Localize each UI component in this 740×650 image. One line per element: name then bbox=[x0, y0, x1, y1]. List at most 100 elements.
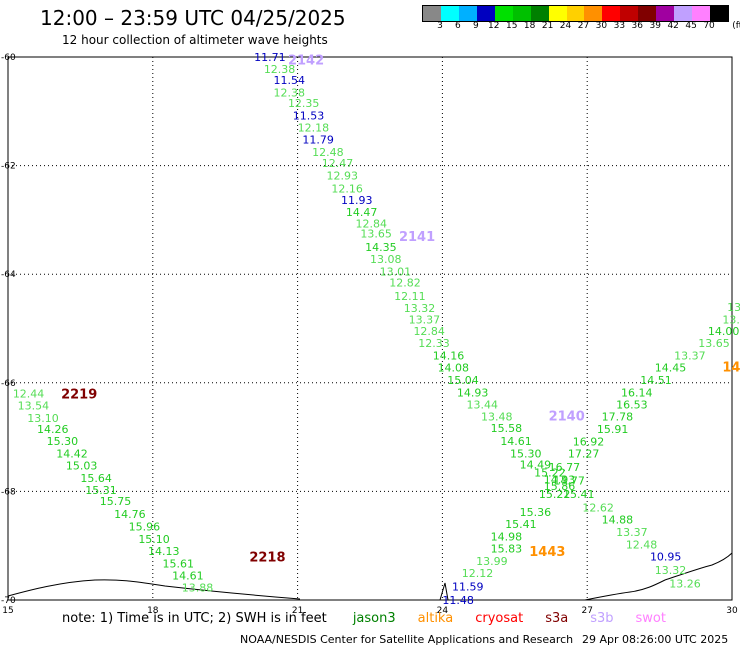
legend-swatch bbox=[494, 6, 513, 21]
source-s3a: s3a bbox=[545, 611, 569, 626]
legend-swatch bbox=[584, 6, 603, 21]
legend-swatch bbox=[458, 6, 477, 21]
swh-value: 12.48 bbox=[626, 539, 658, 552]
swh-value: 14.61 bbox=[172, 570, 204, 583]
coastline-inlet bbox=[439, 582, 449, 601]
swh-value: 14.51 bbox=[640, 374, 672, 387]
swh-value: 14.93 bbox=[544, 473, 576, 486]
swh-value: 14.42 bbox=[56, 447, 87, 460]
legend-swatch bbox=[638, 6, 657, 21]
swh-value: 15.22 bbox=[534, 466, 566, 479]
swh-value: 12.93 bbox=[327, 169, 359, 182]
x-tick-label: 27 bbox=[581, 606, 592, 616]
swh-value: 11.54 bbox=[273, 74, 305, 87]
swh-value: 15.64 bbox=[80, 472, 112, 485]
legend-tick-label: 27 bbox=[577, 21, 590, 31]
swh-value: 15.75 bbox=[100, 495, 132, 508]
swh-value: 11.53 bbox=[293, 110, 325, 123]
swh-value: 15.91 bbox=[597, 423, 629, 436]
swh-value: 14.08 bbox=[438, 362, 470, 375]
swh-value: 13.01 bbox=[380, 265, 412, 278]
legend-tick-label: 18 bbox=[523, 21, 536, 31]
swh-value: 16.77 bbox=[549, 461, 581, 474]
swh-value: 14.16 bbox=[433, 350, 465, 363]
swh-value: 15.58 bbox=[491, 422, 522, 435]
swh-value: 12.47 bbox=[322, 157, 354, 170]
swh-value: 10.95 bbox=[650, 551, 682, 564]
legend-swatch bbox=[692, 6, 710, 21]
legend-tick-label: 42 bbox=[667, 21, 679, 31]
swh-value: 15.22 bbox=[539, 488, 571, 501]
swh-value: 12.82 bbox=[389, 276, 421, 289]
legend-swatch bbox=[566, 6, 585, 21]
x-tick-label: 18 bbox=[147, 606, 159, 616]
y-tick-label: -60 bbox=[1, 53, 16, 63]
swh-value: 15.36 bbox=[520, 506, 552, 519]
swh-value: 12.48 bbox=[312, 146, 344, 159]
legend-tick-label: 36 bbox=[631, 21, 644, 31]
swh-value: 15.86 bbox=[544, 480, 576, 493]
swh-value: 13.37 bbox=[674, 350, 706, 363]
y-tick-label: -62 bbox=[1, 162, 16, 172]
swh-value: 13.65 bbox=[698, 337, 730, 350]
swh-value: 14.35 bbox=[365, 241, 397, 254]
swh-value: 14.45 bbox=[655, 362, 687, 375]
y-tick-label: -70 bbox=[1, 596, 16, 606]
swh-value: 11.59 bbox=[452, 580, 484, 593]
footer-source: NOAA/NESDIS Center for Satellite Applica… bbox=[240, 633, 574, 646]
y-tick-label: -66 bbox=[1, 379, 16, 389]
swh-value: 15.03 bbox=[66, 459, 98, 472]
swh-value: 11.71 bbox=[254, 51, 286, 64]
legend-swatch bbox=[656, 6, 675, 21]
swh-value: 13.88 bbox=[182, 582, 214, 595]
swh-value: 14.76 bbox=[114, 508, 146, 521]
swh-value: 12.18 bbox=[298, 122, 330, 135]
pass-number: 2140 bbox=[549, 409, 585, 424]
swh-value: 11.93 bbox=[341, 194, 373, 207]
swh-value: 14.49 bbox=[520, 458, 552, 471]
swh-value: 13.08 bbox=[370, 253, 402, 266]
swh-value: 14.26 bbox=[37, 423, 69, 436]
swh-value: 12.11 bbox=[394, 290, 426, 303]
page-subtitle: 12 hour collection of altimeter wave hei… bbox=[62, 33, 328, 47]
swh-value: 12.12 bbox=[462, 567, 494, 580]
coastline bbox=[7, 552, 733, 601]
swh-value: 13 bbox=[727, 301, 740, 314]
swh-value: 12.38 bbox=[264, 63, 296, 76]
legend-tick-label: 30 bbox=[595, 21, 608, 31]
swh-value: 17.78 bbox=[602, 410, 634, 423]
swh-value: 15.96 bbox=[129, 521, 161, 534]
swh-value: 13.44 bbox=[467, 399, 499, 412]
x-tick-label: 30 bbox=[726, 606, 738, 616]
legend-unit: (ft) bbox=[732, 21, 740, 31]
y-tick-label: -68 bbox=[1, 487, 16, 497]
swh-value: 14.77 bbox=[553, 475, 585, 488]
pass-number: 2219 bbox=[61, 388, 97, 403]
swh-value: 15.41 bbox=[505, 518, 537, 531]
legend-tick-label: 24 bbox=[559, 21, 572, 31]
swh-value: 14.98 bbox=[491, 530, 522, 543]
legend-tick-label: 3 bbox=[437, 21, 443, 31]
source-swot: swot bbox=[635, 611, 666, 626]
x-tick-label: 21 bbox=[292, 606, 303, 616]
swh-value: 12.35 bbox=[288, 97, 320, 110]
swh-value: 11.79 bbox=[302, 134, 334, 147]
legend-tick-label: 39 bbox=[649, 21, 661, 31]
swh-value: 11.48 bbox=[442, 594, 474, 607]
swh-value: 16.53 bbox=[616, 399, 648, 412]
swh-value: 12.84 bbox=[356, 218, 388, 231]
swh-value: 13.37 bbox=[409, 313, 441, 326]
legend-swatch bbox=[530, 6, 549, 21]
swh-value: 13.54 bbox=[18, 400, 50, 413]
pass-number: 144 bbox=[722, 361, 740, 376]
legend-swatch bbox=[423, 6, 441, 21]
legend-swatch bbox=[710, 6, 728, 21]
legend-tick-label: 21 bbox=[541, 21, 554, 31]
legend-tick-label: 9 bbox=[472, 21, 479, 31]
coastline-west bbox=[7, 579, 301, 600]
swh-value: 15.10 bbox=[138, 533, 170, 546]
source-jason3: jason3 bbox=[352, 611, 396, 626]
legend-tick-label: 33 bbox=[613, 21, 626, 31]
